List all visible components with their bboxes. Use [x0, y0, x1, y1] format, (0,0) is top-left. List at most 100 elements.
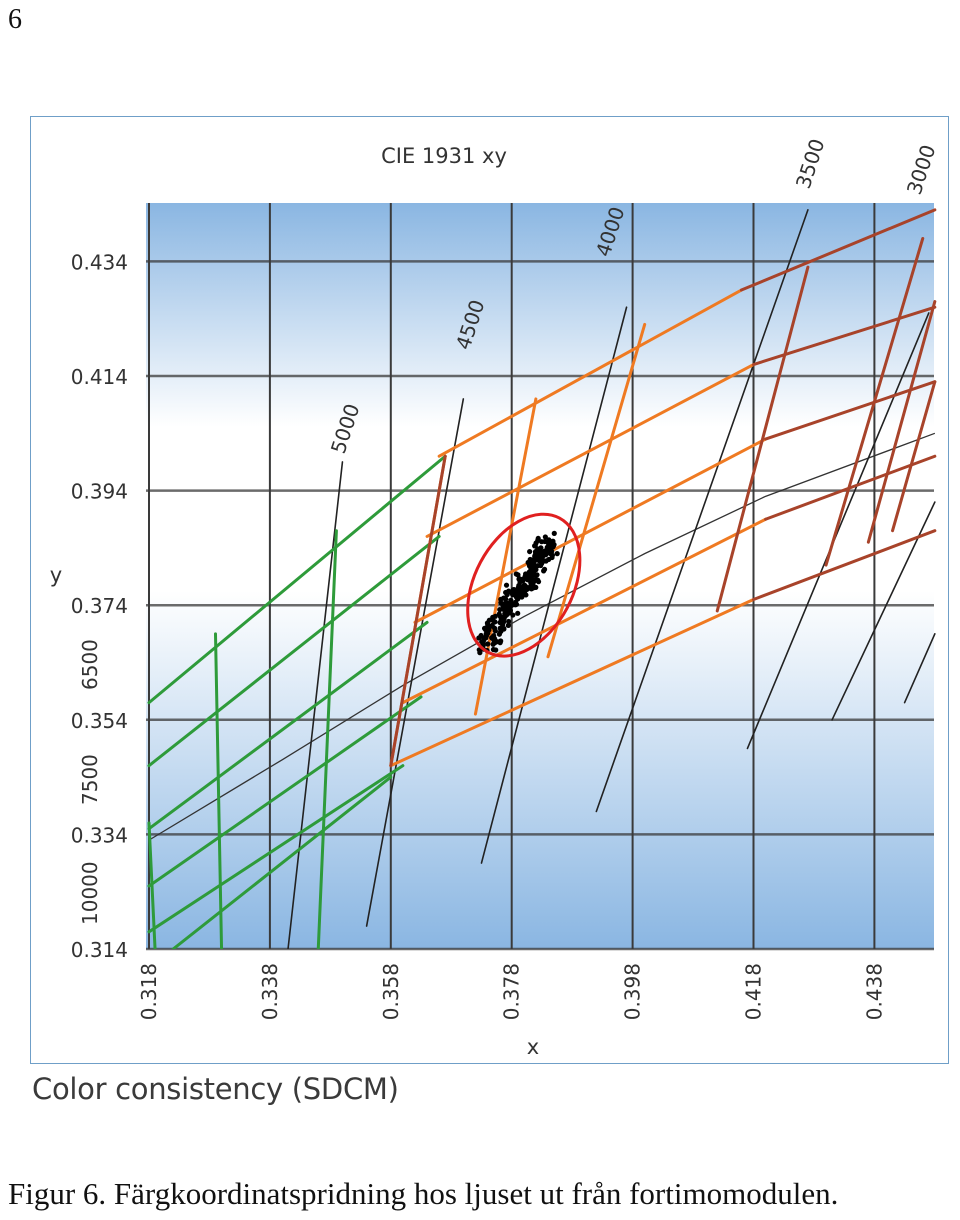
measurement-point [502, 605, 508, 611]
cie-chart: 0.314 0.334 0.354 0.374 0.394 0.414 0.434 0.318… [50, 136, 941, 1059]
page-number: 6 [8, 4, 22, 35]
measurement-point [535, 535, 541, 542]
measurement-point [546, 537, 552, 543]
cct-label-left: 6500 [78, 639, 102, 690]
measurement-point [505, 622, 512, 628]
cct-label-top: 3000 [902, 142, 941, 198]
cct-label-top: 3500 [791, 136, 830, 192]
orange-ellipse-line [425, 363, 755, 538]
measurement-point [541, 551, 547, 557]
measurement-point [554, 551, 560, 557]
measurement-point [523, 592, 529, 598]
isotherm-line [746, 312, 930, 750]
brown-ellipse-line [715, 265, 810, 613]
measurement-point [530, 579, 536, 585]
y-tick-label: 0.334 [71, 823, 128, 847]
isotherm-line [480, 306, 628, 864]
y-tick-label: 0.354 [71, 709, 128, 733]
measurement-point [491, 625, 498, 631]
chart-subtitle: Color consistency (SDCM) [32, 1072, 399, 1106]
x-tick-label: 0.378 [500, 963, 524, 1020]
measurement-point [533, 540, 539, 546]
brown-ellipse-line [866, 300, 937, 544]
measurement-point [482, 626, 488, 632]
brown-ellipse-line [739, 208, 937, 292]
measurement-point [545, 549, 551, 556]
measurement-point [525, 576, 532, 582]
orange-ellipse-line [437, 288, 743, 458]
measurement-point [532, 555, 538, 561]
measurement-point [544, 544, 550, 550]
measurement-point [506, 618, 512, 625]
measurement-point [535, 577, 541, 583]
measurement-point [501, 616, 507, 622]
green-ellipse-line [147, 454, 447, 705]
orange-ellipse-line [401, 517, 768, 705]
measurement-point [492, 619, 498, 625]
measurement-point [485, 630, 491, 636]
measurement-point [515, 610, 521, 616]
orange-ellipse-line [389, 597, 755, 768]
green-ellipse-line [147, 695, 423, 888]
green-ellipse-line [147, 534, 441, 768]
y-tick-label: 0.374 [71, 594, 128, 618]
brown-ellipse-line [824, 236, 925, 567]
isotherm-line [365, 398, 465, 927]
brown-ellipse-line [764, 380, 937, 441]
measurement-point [486, 617, 492, 623]
measurement-point [530, 564, 536, 570]
green-ellipse-line [147, 821, 157, 949]
chart-frame: 0.314 0.334 0.354 0.374 0.394 0.414 0.434 0.318… [30, 116, 949, 1064]
y-tick-label: 0.414 [71, 365, 128, 389]
measurement-point [527, 548, 533, 555]
measurement-point [542, 534, 548, 540]
measurement-point [509, 602, 516, 608]
cct-label-left: 10000 [78, 861, 102, 925]
measurement-point [534, 563, 541, 569]
measurement-point [501, 595, 507, 601]
measurement-point [520, 578, 526, 584]
measurement-point [503, 589, 509, 596]
plot-content [147, 208, 937, 949]
green-ellipse-line [213, 632, 224, 949]
isotherm-line [903, 633, 936, 704]
measurement-point [478, 632, 484, 639]
measurement-point [536, 555, 542, 561]
measurement-point [538, 539, 545, 545]
measurement-point [503, 582, 510, 588]
measurement-point [526, 569, 532, 575]
orange-ellipse-line [546, 322, 647, 659]
measurement-point [524, 586, 530, 592]
isotherm-line [595, 209, 809, 813]
measurement-point [493, 647, 499, 653]
measurement-point [512, 588, 518, 594]
y-tick-label: 0.394 [71, 480, 128, 504]
brown-ellipse-line [891, 380, 937, 533]
measurement-point [492, 638, 498, 644]
measurement-point [516, 590, 523, 597]
measurement-point [548, 544, 555, 550]
measurement-point [492, 613, 498, 619]
y-tick-label: 0.434 [71, 250, 128, 274]
chart-title: CIE 1931 xy [381, 144, 507, 168]
measurement-point [510, 612, 516, 618]
brown-ellipse-line [752, 529, 937, 601]
x-tick-label: 0.318 [137, 963, 161, 1020]
x-tick-label: 0.338 [258, 963, 282, 1020]
green-ellipse-line [147, 764, 405, 934]
y-tick-label: 0.314 [71, 938, 128, 962]
green-ellipse-line [171, 775, 393, 949]
measurement-point [516, 582, 522, 589]
plot-area [146, 203, 934, 949]
measurement-point [512, 593, 519, 599]
y-axis-label: y [50, 563, 62, 587]
x-axis-label: x [527, 1035, 539, 1059]
measurement-point [534, 548, 540, 554]
measurement-point [485, 641, 491, 647]
planckian-locus [148, 432, 936, 841]
x-tick-label: 0.438 [862, 963, 886, 1020]
orange-ellipse-line [473, 397, 538, 716]
measurement-point [513, 601, 520, 607]
orange-ellipse-line [413, 437, 768, 624]
measurement-point [551, 530, 557, 536]
